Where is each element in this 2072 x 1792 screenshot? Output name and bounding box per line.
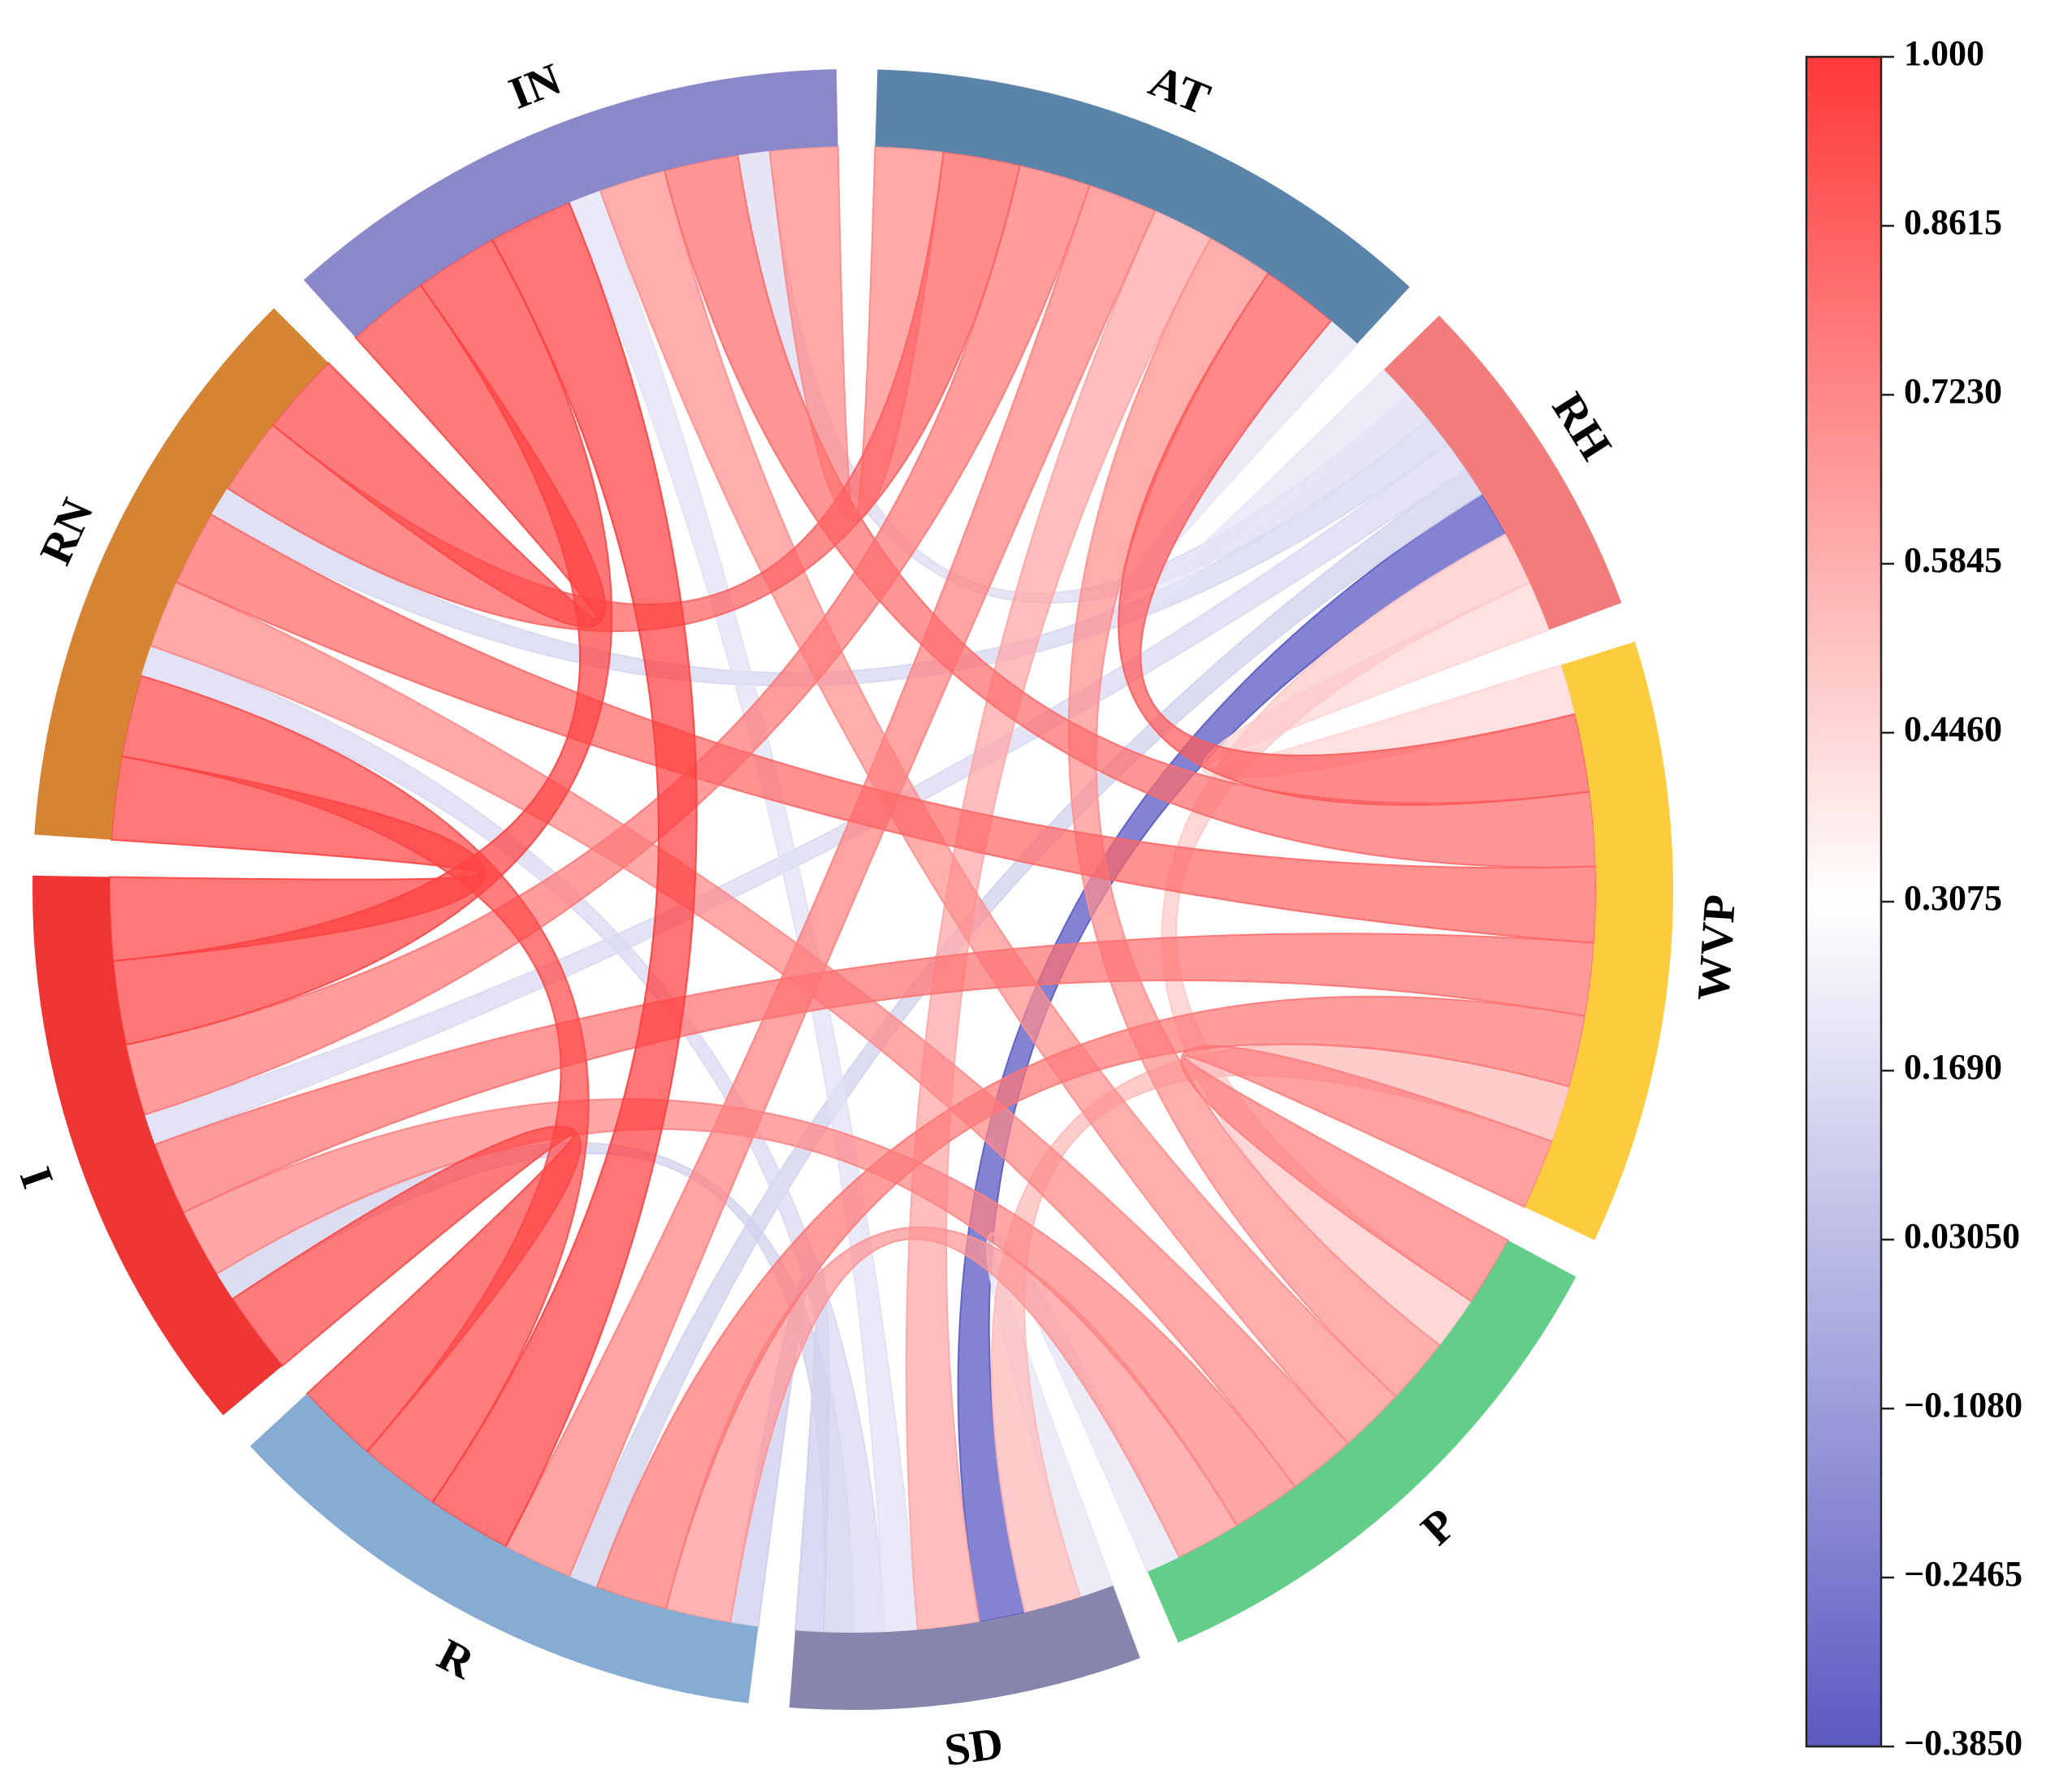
colorbar-tick-label: 0.03050: [1904, 1216, 2020, 1256]
segment-arc-rh: [1383, 315, 1622, 630]
segment-arc-rn: [34, 308, 329, 840]
segment-arc-r: [249, 1393, 759, 1703]
segment-arc-in: [303, 69, 838, 338]
segment-label-i: I: [10, 1161, 63, 1194]
segment-label-in: IN: [503, 54, 569, 119]
colorbar: 1.000 0.8615 0.7230 0.5845 0.4460 0.3075 0.169…: [1805, 33, 2022, 1763]
segment-label-p: P: [1412, 1499, 1466, 1555]
colorbar-tick-label: −0.1080: [1904, 1385, 2022, 1425]
colorbar-gradient: [1805, 55, 1883, 1748]
colorbar-tick-label: 0.5845: [1904, 540, 2002, 580]
segment-label-r: R: [430, 1630, 482, 1690]
chord-ribbons: [109, 145, 1597, 1634]
colorbar-tick-label: 1.000: [1904, 33, 1984, 73]
segment-arc-p: [1147, 1240, 1577, 1643]
segment-arc-sd: [789, 1586, 1140, 1710]
colorbar-tick-label: −0.2465: [1904, 1554, 2022, 1594]
colorbar-tick-label: 0.3075: [1904, 878, 2002, 918]
colorbar-tick-label: 0.4460: [1904, 709, 2002, 749]
ribbon-at-rn: [226, 150, 1021, 633]
segment-label-wvp: WVP: [1688, 893, 1745, 1002]
segment-label-rh: RH: [1542, 384, 1621, 469]
ribbon-p-in: [599, 169, 1398, 1445]
segment-arc-i: [32, 875, 283, 1416]
segment-label-at: AT: [1142, 55, 1217, 124]
colorbar-tick-label: 0.7230: [1904, 371, 2002, 411]
ribbon-at-i: [125, 164, 1091, 1116]
segment-arc-at: [875, 69, 1410, 344]
ribbon-r-in: [430, 201, 698, 1548]
ribbon-r-i: [231, 1125, 582, 1453]
colorbar-tick-label: 0.1690: [1904, 1047, 2002, 1087]
colorbar-tick-label: 0.8615: [1904, 202, 2002, 242]
segment-arc-wvp: [1525, 641, 1673, 1240]
segment-arcs: [32, 69, 1673, 1710]
segment-label-rn: RN: [31, 491, 104, 572]
colorbar-ticks: 1.000 0.8615 0.7230 0.5845 0.4460 0.3075 0.169…: [1881, 33, 2022, 1763]
segment-label-sd: SD: [941, 1718, 1006, 1776]
colorbar-tick-label: −0.3850: [1904, 1723, 2022, 1763]
ribbon-wvp-r: [595, 995, 1586, 1610]
